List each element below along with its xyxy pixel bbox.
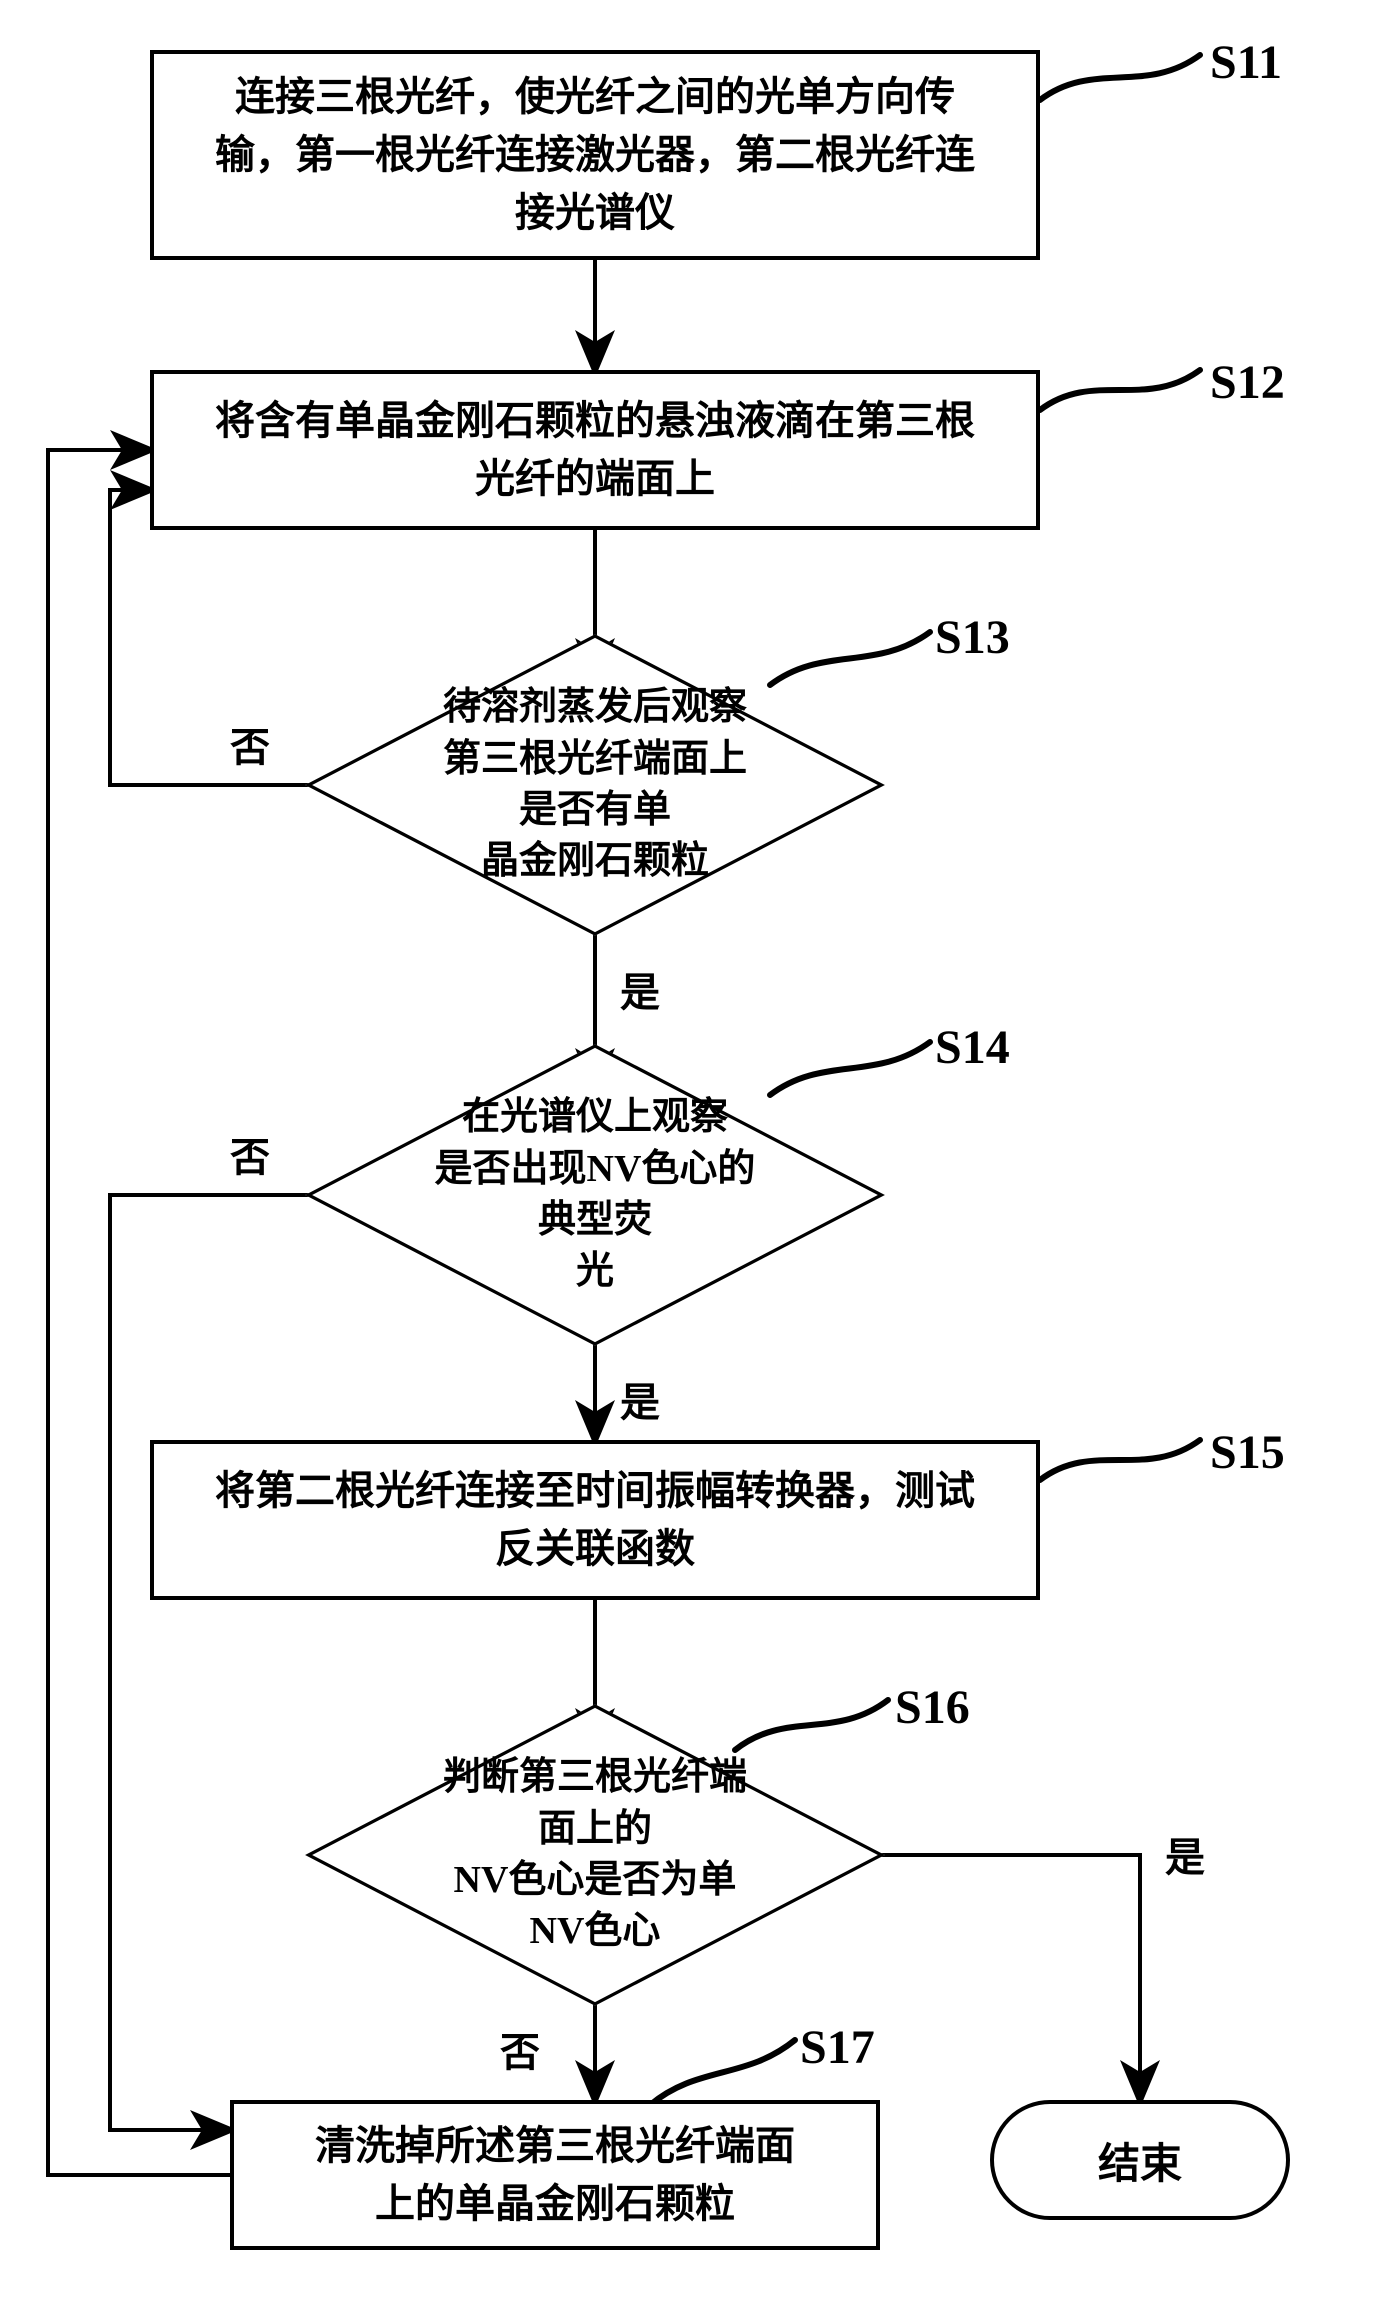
edge-label-s16-s17-no: 否 — [500, 2020, 540, 2078]
step-label-s14: S14 — [935, 1020, 1010, 1075]
flow-decision-s16: 判断第三根光纤端面上的NV色心是否为单NV色心 — [390, 1650, 800, 2060]
step-label-s15: S15 — [1210, 1425, 1285, 1480]
edge-label-s13-no: 否 — [230, 715, 270, 773]
flow-process-text: 连接三根光纤，使光纤之间的光单方向传输，第一根光纤连接激光器，第二根光纤连接光谱… — [215, 68, 975, 242]
flow-decision-text: 在光谱仪上观察是否出现NV色心的典型荧光 — [430, 1092, 760, 1297]
step-label-s17: S17 — [800, 2020, 875, 2075]
flow-decision-text: 判断第三根光纤端面上的NV色心是否为单NV色心 — [430, 1752, 760, 1957]
edge-label-s14-s15-yes: 是 — [620, 1370, 660, 1428]
flow-decision-s13: 待溶剂蒸发后观察第三根光纤端面上是否有单晶金刚石颗粒 — [390, 580, 800, 990]
step-label-s13: S13 — [935, 610, 1010, 665]
flow-process-text: 将第二根光纤连接至时间振幅转换器，测试反关联函数 — [215, 1462, 975, 1578]
flow-decision-text: 待溶剂蒸发后观察第三根光纤端面上是否有单晶金刚石颗粒 — [430, 682, 760, 887]
flow-process-s15: 将第二根光纤连接至时间振幅转换器，测试反关联函数 — [150, 1440, 1040, 1600]
step-label-s16: S16 — [895, 1680, 970, 1735]
flow-decision-s14: 在光谱仪上观察是否出现NV色心的典型荧光 — [390, 990, 800, 1400]
flow-process-text: 将含有单晶金刚石颗粒的悬浊液滴在第三根光纤的端面上 — [215, 392, 975, 508]
flow-terminator-end: 结束 — [990, 2100, 1290, 2220]
step-label-s12: S12 — [1210, 355, 1285, 410]
step-label-s11: S11 — [1210, 35, 1282, 90]
flow-process-s12: 将含有单晶金刚石颗粒的悬浊液滴在第三根光纤的端面上 — [150, 370, 1040, 530]
flow-terminator-text: 结束 — [1098, 2130, 1182, 2191]
flow-process-text: 清洗掉所述第三根光纤端面上的单晶金刚石颗粒 — [315, 2117, 795, 2233]
edge-label-s14-no: 否 — [230, 1125, 270, 1183]
flow-process-s11: 连接三根光纤，使光纤之间的光单方向传输，第一根光纤连接激光器，第二根光纤连接光谱… — [150, 50, 1040, 260]
edge-label-s16-yes-end: 是 — [1165, 1825, 1205, 1883]
edge-label-s13-s14-yes: 是 — [620, 960, 660, 1018]
flow-process-s17: 清洗掉所述第三根光纤端面上的单晶金刚石颗粒 — [230, 2100, 880, 2250]
